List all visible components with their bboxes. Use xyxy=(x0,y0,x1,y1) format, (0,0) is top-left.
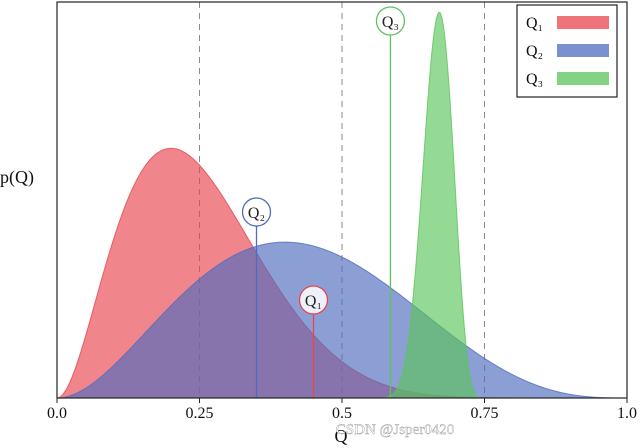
legend-label-1: Q₁ xyxy=(526,15,543,32)
watermark: CSDN @Jsper0420 xyxy=(336,422,454,438)
x-tick-label-3: 0.75 xyxy=(471,405,499,422)
marker-label-3: Q₃ xyxy=(382,14,399,31)
x-tick-label-4: 1.0 xyxy=(617,405,637,422)
x-axis-label: Q xyxy=(335,426,348,446)
legend-swatch-3 xyxy=(557,72,609,85)
x-tick-label-1: 0.25 xyxy=(186,405,214,422)
x-ticks: 0.0 0.25 0.5 0.75 1.0 xyxy=(47,398,637,422)
quantile-markers: Q₁ Q₂ Q₃ xyxy=(241,6,406,398)
area-series-2 xyxy=(56,241,627,399)
marker-circle-1 xyxy=(298,285,329,315)
y-axis-label: p(Q) xyxy=(0,167,34,188)
marker-circle-2 xyxy=(241,197,272,227)
marker-label-2: Q₂ xyxy=(248,205,265,222)
legend-label-3: Q₃ xyxy=(526,71,543,88)
legend-swatch-1 xyxy=(557,16,609,29)
legend-swatch-2 xyxy=(557,44,609,57)
marker-circle-3 xyxy=(375,6,406,36)
legend: Q₁ Q₂ Q₃ xyxy=(516,4,618,98)
x-tick-label-2: 0.5 xyxy=(332,405,352,422)
legend-label-2: Q₂ xyxy=(526,43,543,60)
marker-label-1: Q₁ xyxy=(305,293,322,310)
x-tick-label-0: 0.0 xyxy=(47,405,67,422)
